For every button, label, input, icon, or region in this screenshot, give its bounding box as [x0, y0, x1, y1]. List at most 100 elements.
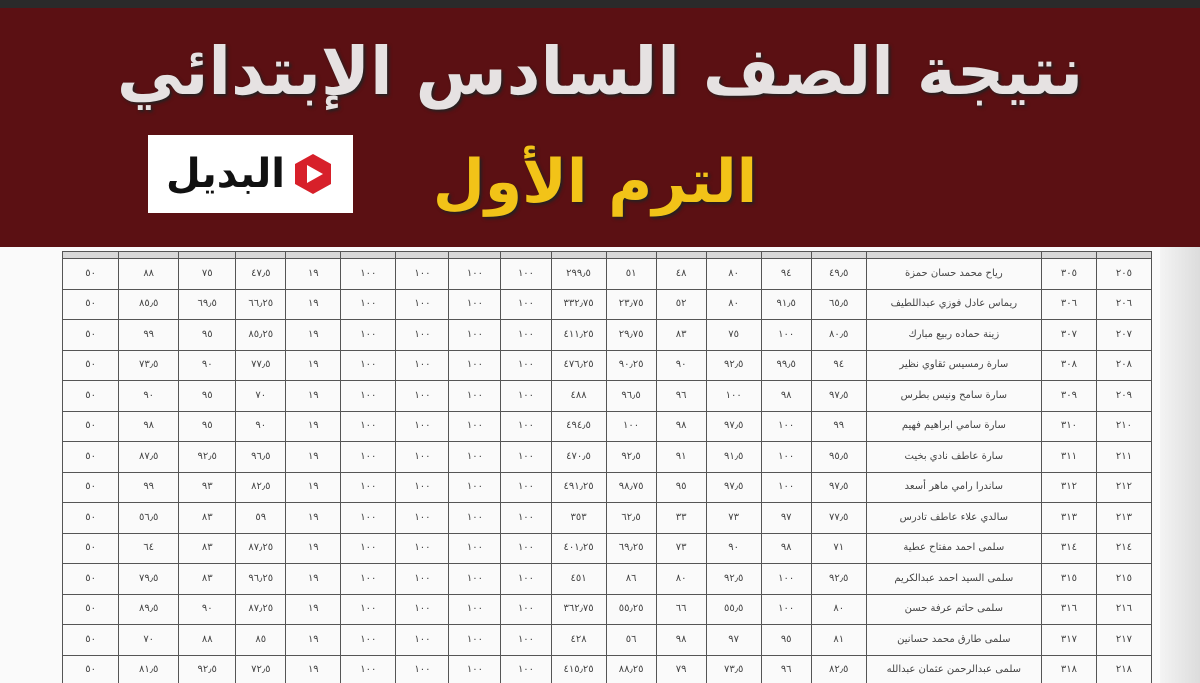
grade-cell: ٨١ [810, 624, 867, 656]
grade-cell: ٩٥ [178, 380, 237, 412]
student-name-cell: سلمى حاتم عرفة حسن [865, 593, 1042, 625]
grade-cell: ٦٦٫٢٥ [235, 288, 287, 320]
grade-cell: ١٠٠ [605, 410, 657, 442]
grade-cell: ٩٠ [178, 593, 237, 625]
grade-cell: ٩٨ [760, 532, 812, 564]
grade-cell: ٨٠ [810, 593, 867, 625]
grade-cell: ٧٧٫٥ [810, 502, 867, 534]
grade-cell: ٧٣٫٥ [118, 349, 180, 381]
grade-cell: ١٩ [285, 471, 342, 503]
page-title: نتيجة الصف السادس الإبتدائي [116, 33, 1084, 110]
grade-cell: ٤٧٦٫٢٥ [550, 349, 607, 381]
grade-cell: ٩٨ [760, 380, 812, 412]
grade-cell: ٢٩٫٧٥ [605, 319, 657, 351]
grade-cell: ١٠٠ [340, 441, 397, 473]
grade-cell: ١٠٠ [395, 471, 450, 503]
grade-cell: ٧٥ [178, 258, 237, 290]
grade-cell: ٨٨ [118, 258, 180, 290]
grade-cell: ٣٣٢٫٧٥ [550, 288, 607, 320]
table-row: ٢١٦ ٣١٦ سلمى حاتم عرفة حسن ٨٠ ١٠٠ ٥٥٫٥ ٦٦ ٥٥٫٢٥… [61, 593, 1153, 625]
grade-cell: ٧٩٫٥ [118, 563, 180, 595]
grade-cell: ٩٢٫٥ [605, 441, 657, 473]
grade-cell: ٦٩٫٥ [178, 288, 237, 320]
grade-cell: ٨٧٫٢٥ [235, 532, 287, 564]
code-cell: ٣٠٥ [1040, 258, 1097, 290]
grade-cell: ١٠٠ [500, 563, 552, 595]
seat-number-cell: ٢١٢ [1095, 471, 1153, 503]
grade-cell: ٩٨ [655, 410, 707, 442]
grade-cell: ٨٧٫٢٥ [235, 593, 287, 625]
student-name-cell: سارة رمسيس ثقاوي نظير [865, 349, 1042, 381]
grade-cell: ٧٣٫٥ [705, 654, 762, 683]
grade-cell: ١٩ [285, 654, 342, 683]
grade-cell: ١٠٠ [500, 441, 552, 473]
grade-cell: ٥٠ [61, 349, 120, 381]
grade-cell: ١٠٠ [448, 380, 502, 412]
grade-cell: ١٠٠ [760, 471, 812, 503]
grade-cell: ٨٢٫٥ [235, 471, 287, 503]
code-cell: ٣٠٩ [1040, 380, 1097, 412]
grade-cell: ٩٠٫٢٥ [605, 349, 657, 381]
grade-cell: ٩٦ [655, 380, 707, 412]
grade-cell: ١٠٠ [395, 258, 450, 290]
student-name-cell: سلمى السيد احمد عبدالكريم [865, 563, 1042, 595]
seat-number-cell: ٢٠٥ [1095, 258, 1153, 290]
grade-cell: ٩٢٫٥ [810, 563, 867, 595]
grade-cell: ٩٢٫٥ [178, 654, 237, 683]
grade-cell: ٥٠ [61, 380, 120, 412]
grade-cell: ١٠٠ [395, 654, 450, 683]
grade-cell: ١٠٠ [448, 502, 502, 534]
grade-cell: ١٩ [285, 502, 342, 534]
grade-cell: ٨٠ [705, 258, 762, 290]
grade-cell: ٩٥٫٥ [810, 441, 867, 473]
grade-cell: ٤١٥٫٢٥ [550, 654, 607, 683]
grade-cell: ٩١٫٥ [760, 288, 812, 320]
grade-cell: ١٠٠ [340, 471, 397, 503]
grade-cell: ١٠٠ [340, 624, 397, 656]
grade-cell: ٨٣ [178, 563, 237, 595]
seat-number-cell: ٢١٤ [1095, 532, 1153, 564]
grade-cell: ١٩ [285, 410, 342, 442]
grade-cell: ٨٦ [605, 563, 657, 595]
grade-cell: ١٠٠ [448, 624, 502, 656]
table-row: ٢٠٥ ٣٠٥ رياح محمد حسان حمزة ٤٩٫٥ ٩٤ ٨٠ ٤٨ ٥١ ٢٩٩… [61, 258, 1153, 290]
table-row: ٢١٤ ٣١٤ سلمى احمد مفتاح عطية ٧١ ٩٨ ٩٠ ٧٣ ٦٩٫٢٥ ٤… [61, 532, 1153, 564]
grade-cell: ٢٩٩٫٥ [550, 258, 607, 290]
grade-cell: ٧٠ [235, 380, 287, 412]
grade-cell: ١٠٠ [500, 593, 552, 625]
grade-cell: ١٠٠ [395, 288, 450, 320]
grade-cell: ٨٥ [235, 624, 287, 656]
seat-number-cell: ٢٠٨ [1095, 349, 1153, 381]
grade-cell: ١٩ [285, 532, 342, 564]
table-row: ٢١٠ ٣١٠ سارة سامي ابراهيم فهيم ٩٩ ١٠٠ ٩٧٫٥ ٩٨ ١… [61, 410, 1153, 442]
code-cell: ٣١١ [1040, 441, 1097, 473]
grade-cell: ١٩ [285, 624, 342, 656]
grade-cell: ٨٠ [655, 563, 707, 595]
grade-cell: ٢٣٫٧٥ [605, 288, 657, 320]
grade-cell: ٩٠ [705, 532, 762, 564]
results-sheet: ٢٠٥ ٣٠٥ رياح محمد حسان حمزة ٤٩٫٥ ٩٤ ٨٠ ٤٨ ٥١ ٢٩٩… [0, 247, 1200, 683]
grade-cell: ٥٠ [61, 471, 120, 503]
code-cell: ٣١٣ [1040, 502, 1097, 534]
code-cell: ٣١٨ [1040, 654, 1097, 683]
grade-cell: ٧٣ [655, 532, 707, 564]
grade-cell: ٧٠ [118, 624, 180, 656]
student-name-cell: سارة سامح ونيس بطرس [865, 380, 1042, 412]
grade-cell: ٧٥ [705, 319, 762, 351]
grade-cell: ١٠٠ [395, 502, 450, 534]
grade-cell: ٩٩ [810, 410, 867, 442]
student-name-cell: سارة عاطف نادي بخيت [865, 441, 1042, 473]
grade-cell: ٤٢٨ [550, 624, 607, 656]
grade-cell: ٨٨ [178, 624, 237, 656]
grade-cell: ٤٩٤٫٥ [550, 410, 607, 442]
grade-cell: ٤٩٫٥ [810, 258, 867, 290]
grade-cell: ١٠٠ [500, 258, 552, 290]
grade-cell: ١٠٠ [500, 349, 552, 381]
grade-cell: ١٠٠ [448, 654, 502, 683]
grade-cell: ٦٩٫٢٥ [605, 532, 657, 564]
grade-cell: ١٠٠ [395, 593, 450, 625]
grade-cell: ١٠٠ [340, 380, 397, 412]
grade-cell: ١٠٠ [448, 288, 502, 320]
grade-cell: ٩٧٫٥ [705, 471, 762, 503]
grade-cell: ١٠٠ [395, 380, 450, 412]
